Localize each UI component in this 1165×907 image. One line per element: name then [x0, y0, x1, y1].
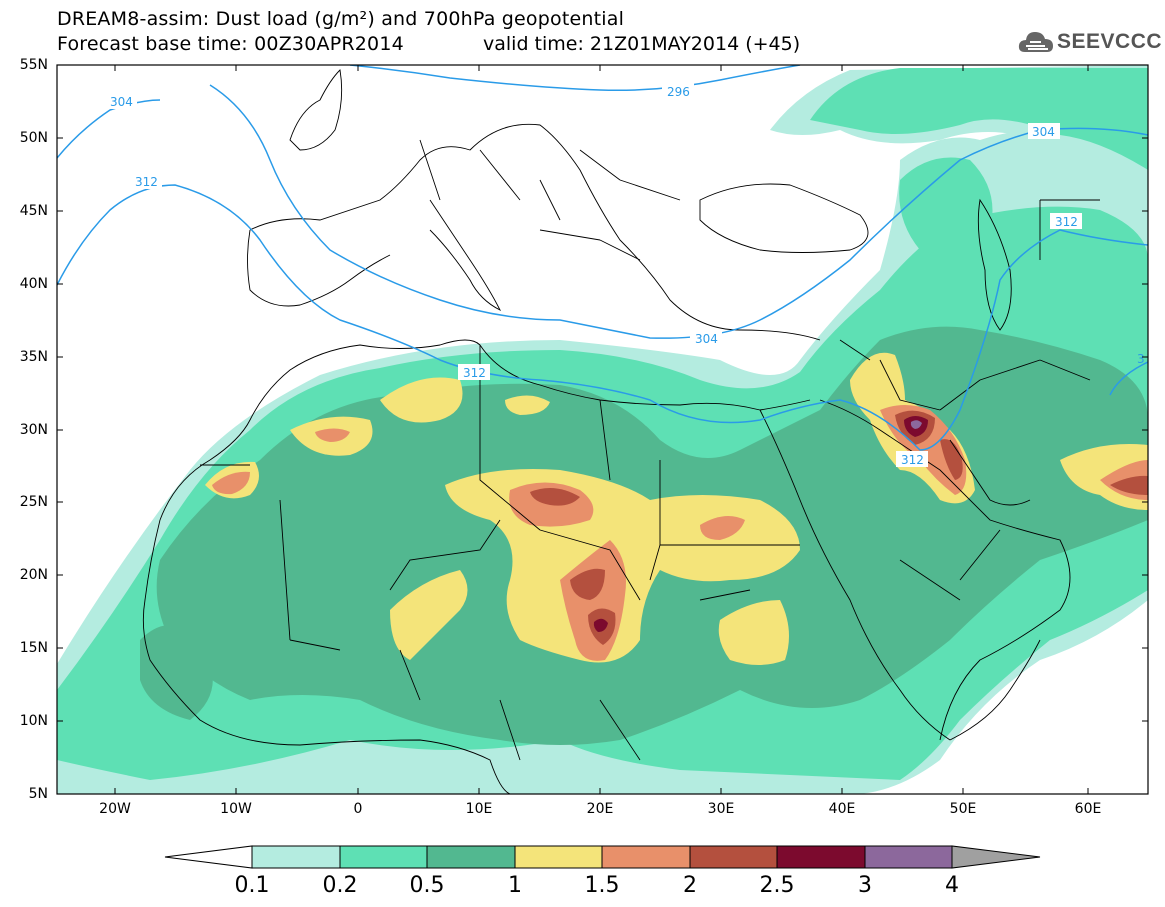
lat-label-15n: 15N: [19, 640, 48, 656]
lat-label-5n: 5N: [28, 786, 48, 802]
lon-label-10e: 10E: [465, 801, 493, 817]
lat-label-50n: 50N: [19, 130, 48, 146]
coastline-britain: [289, 69, 343, 151]
colorbar-label-4: 4: [945, 873, 959, 898]
colorbar-label-2.5: 2.5: [759, 873, 795, 898]
contour-label-312-caspian: 312: [1055, 215, 1078, 229]
valid-time: valid time: 21Z01MAY2014 (+45): [483, 33, 801, 55]
dust-contour-3-iraq: [910, 420, 922, 429]
border-lines-middle-east: [839, 199, 1100, 601]
contour-label-304-east: 304: [1032, 125, 1055, 139]
lon-label-20e: 20E: [586, 801, 614, 817]
coastline-caspian: [977, 198, 1012, 331]
dust-plume-northeast-0.2: [810, 68, 1148, 170]
contour-label-312-iraq: 312: [901, 453, 924, 467]
lat-label-45n: 45N: [19, 203, 48, 219]
coastline-europe: [249, 123, 821, 341]
geopotential-contour-304-west: [57, 99, 161, 159]
lon-label-10w: 10W: [220, 801, 252, 817]
coastline-italy: [429, 199, 502, 312]
colorbar-label-0.5: 0.5: [409, 873, 445, 898]
lon-ticks: [114, 65, 1089, 794]
contour-label-304-west: 304: [110, 95, 133, 109]
dust-contour-1.5-western-sahara: [212, 471, 250, 495]
geopotential-contour-304-central: [209, 84, 1148, 339]
lon-label-40e: 40E: [828, 801, 856, 817]
cloud-icon: [1018, 32, 1053, 52]
geopotential-contour-296: [349, 65, 801, 92]
dust-contour-2-chad: [570, 568, 605, 600]
lon-label-0: 0: [353, 801, 363, 817]
dust-contour-1.5-sudan: [700, 516, 745, 540]
lon-label-60e: 60E: [1074, 801, 1102, 817]
colorbar-label-1: 1: [508, 873, 522, 898]
lat-label-20n: 20N: [19, 567, 48, 583]
dust-contour-2.5-chad: [593, 618, 608, 632]
contour-label-312-algeria: 312: [463, 366, 486, 380]
lat-label-30n: 30N: [19, 422, 48, 438]
lat-label-40n: 40N: [19, 276, 48, 292]
coastline-red-sea: [759, 409, 951, 741]
geopotential-contour-312-east: [1109, 361, 1148, 396]
border-lines-africa: [200, 345, 800, 761]
dust-contour-2-iran-east: [1110, 475, 1148, 495]
dust-contour-2-libya: [530, 488, 580, 506]
coastline-arabia: [819, 399, 1071, 741]
coastline-north-africa: [159, 339, 811, 521]
colorbar-label-2: 2: [683, 873, 697, 898]
contour-label-312-west: 312: [135, 175, 158, 189]
lat-label-10n: 10N: [19, 713, 48, 729]
contour-label-304-med: 304: [695, 332, 718, 346]
border-lines-europe: [419, 139, 681, 261]
coastline-iberia: [247, 229, 391, 307]
contour-label-296: 296: [667, 85, 690, 99]
colorbar-label-3: 3: [858, 873, 872, 898]
dust-plume-caspian-0.2: [899, 157, 993, 253]
coastline-east-africa: [949, 639, 1041, 741]
forecast-base-time: Forecast base time: 00Z30APR2014: [57, 33, 404, 55]
colorbar-label-0.2: 0.2: [322, 873, 358, 898]
colorbar-label-1.5: 1.5: [584, 873, 620, 898]
dust-contour-1-sudan: [718, 600, 789, 665]
dust-contour-1-libya: [505, 395, 550, 415]
lon-label-30e: 30E: [707, 801, 735, 817]
lat-label-35n: 35N: [19, 349, 48, 365]
contour-label-3-east: 3: [1137, 352, 1145, 366]
dust-contour-2-kuwait: [940, 439, 963, 480]
lat-label-25n: 25N: [19, 494, 48, 510]
lon-label-20w: 20W: [99, 801, 131, 817]
lat-ticks: [57, 64, 1148, 795]
dust-contour-1-tunisia: [380, 377, 463, 423]
coastline-black-sea: [699, 183, 869, 253]
colorbar-label-0.1: 0.1: [234, 873, 270, 898]
lon-label-50e: 50E: [949, 801, 977, 817]
coastline-persian-gulf: [949, 439, 1031, 506]
dust-contour-1-niger: [390, 570, 468, 660]
geopotential-contour-312-west: [57, 184, 1148, 451]
dust-contour-0.5-west-africa: [140, 625, 213, 720]
dust-contour-1.5-algeria: [315, 428, 350, 442]
lat-label-55n: 55N: [19, 57, 48, 73]
coastline-west-africa: [142, 519, 511, 794]
seevccc-logo: SEEVCCC: [1017, 28, 1162, 58]
map-title: DREAM8-assim: Dust load (g/m²) and 700hP…: [57, 8, 625, 30]
logo-text: SEEVCCC: [1057, 30, 1163, 53]
